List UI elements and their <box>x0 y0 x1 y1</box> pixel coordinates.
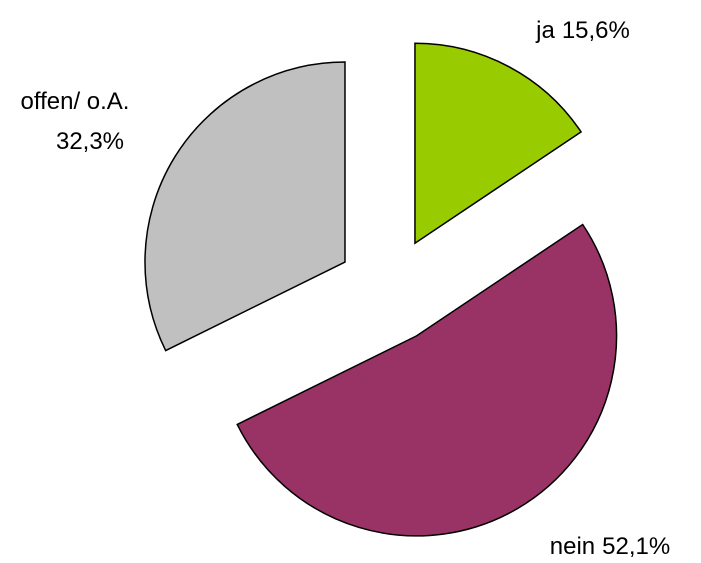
slice-label: ja 15,6% <box>535 17 630 44</box>
category-label: offen/ o.A. <box>21 88 130 115</box>
category-label: nein <box>550 533 595 560</box>
value-label: 15,6% <box>562 17 630 44</box>
pie-slice <box>236 223 618 537</box>
pie-slice <box>144 61 346 352</box>
value-label: 52,1% <box>602 533 670 560</box>
slice-label: nein 52,1% <box>550 533 670 560</box>
value-label: 32,3% <box>56 128 124 155</box>
category-label: ja <box>535 17 555 44</box>
slice-label: offen/ o.A. 32,3% <box>21 88 130 155</box>
pie-slice <box>414 42 583 245</box>
